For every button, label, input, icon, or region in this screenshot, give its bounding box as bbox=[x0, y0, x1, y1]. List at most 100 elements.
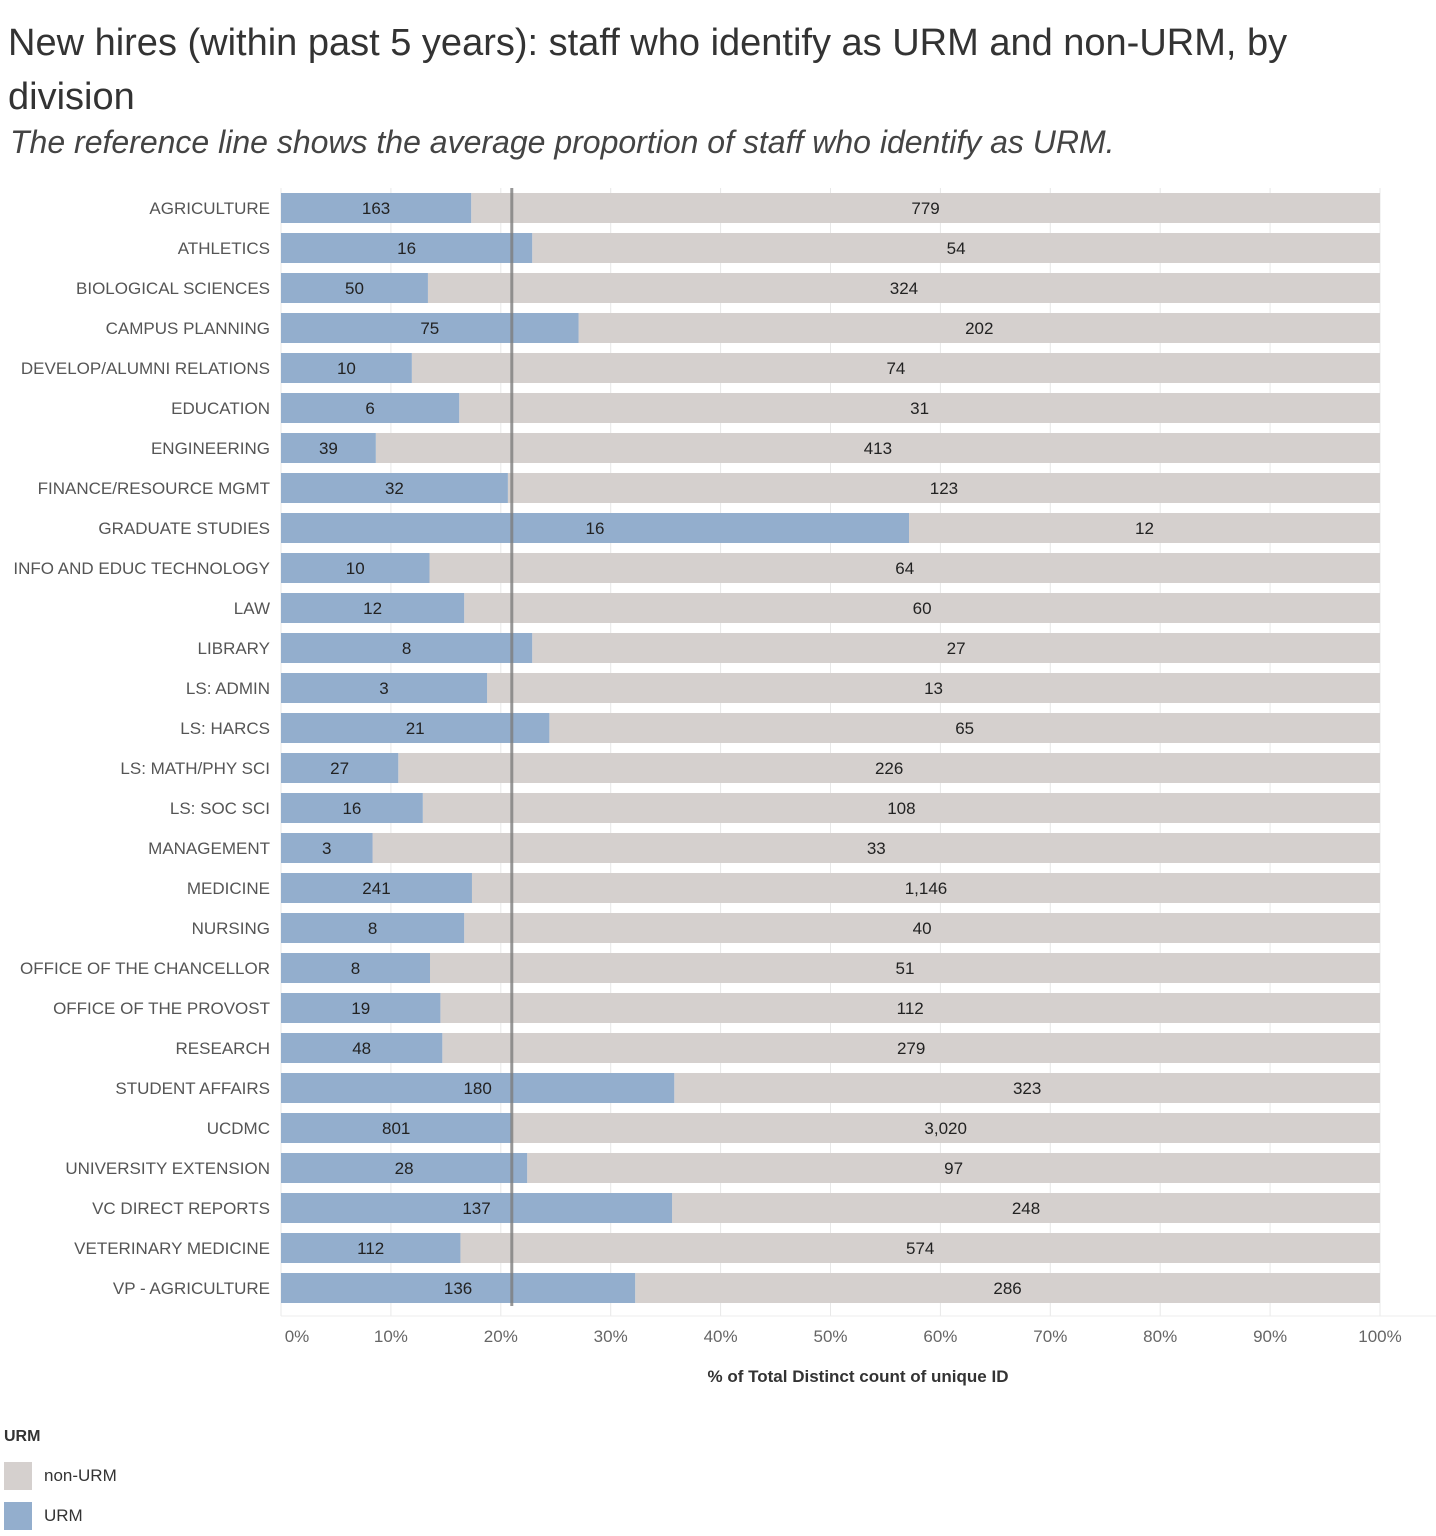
bar-non-urm-ls-soc-sci[interactable] bbox=[422, 793, 1380, 823]
data-label-urm-agriculture: 163 bbox=[362, 199, 390, 218]
x-tick-label: 20% bbox=[484, 1327, 518, 1346]
data-label-urm-library: 8 bbox=[402, 639, 411, 658]
bar-non-urm-veterinary-medicine[interactable] bbox=[460, 1233, 1380, 1263]
data-label-urm-vp-agriculture: 136 bbox=[444, 1279, 472, 1298]
data-label-non-urm-nursing: 40 bbox=[913, 919, 932, 938]
bar-non-urm-finance-resource-mgmt[interactable] bbox=[507, 473, 1380, 503]
bar-non-urm-ls-math-phy-sci[interactable] bbox=[398, 753, 1381, 783]
data-label-non-urm-finance-resource-mgmt: 123 bbox=[930, 479, 958, 498]
bar-non-urm-biological-sciences[interactable] bbox=[427, 273, 1380, 303]
legend-swatch-urm bbox=[4, 1502, 32, 1530]
bar-urm-agriculture[interactable] bbox=[281, 193, 472, 223]
category-label-nursing: NURSING bbox=[192, 919, 270, 938]
bar-non-urm-agriculture[interactable] bbox=[471, 193, 1381, 223]
category-label-university-extension: UNIVERSITY EXTENSION bbox=[65, 1159, 270, 1178]
bar-urm-student-affairs[interactable] bbox=[281, 1073, 675, 1103]
bar-non-urm-management[interactable] bbox=[372, 833, 1380, 863]
category-label-management: MANAGEMENT bbox=[148, 839, 270, 858]
data-label-urm-ls-harcs: 21 bbox=[406, 719, 425, 738]
bar-urm-vp-agriculture[interactable] bbox=[281, 1273, 636, 1303]
bar-non-urm-ls-admin[interactable] bbox=[487, 673, 1380, 703]
bar-urm-ucdmc[interactable] bbox=[281, 1113, 512, 1143]
legend-item-non-urm[interactable]: non-URM bbox=[4, 1456, 117, 1496]
bar-urm-ls-soc-sci[interactable] bbox=[281, 793, 423, 823]
bar-non-urm-library[interactable] bbox=[532, 633, 1380, 663]
data-label-urm-biological-sciences: 50 bbox=[345, 279, 364, 298]
bar-non-urm-student-affairs[interactable] bbox=[674, 1073, 1380, 1103]
data-label-non-urm-agriculture: 779 bbox=[911, 199, 939, 218]
bar-urm-ls-math-phy-sci[interactable] bbox=[281, 753, 399, 783]
data-label-urm-develop-alumni-relations: 10 bbox=[337, 359, 356, 378]
bar-urm-office-of-the-provost[interactable] bbox=[281, 993, 441, 1023]
bar-urm-veterinary-medicine[interactable] bbox=[281, 1233, 461, 1263]
bar-urm-info-and-educ-technology[interactable] bbox=[281, 553, 430, 583]
bar-urm-education[interactable] bbox=[281, 393, 460, 423]
bar-urm-engineering[interactable] bbox=[281, 433, 376, 463]
category-label-student-affairs: STUDENT AFFAIRS bbox=[115, 1079, 270, 1098]
bar-urm-athletics[interactable] bbox=[281, 233, 533, 263]
category-label-medicine: MEDICINE bbox=[187, 879, 270, 898]
bar-non-urm-campus-planning[interactable] bbox=[578, 313, 1380, 343]
category-label-office-of-the-chancellor: OFFICE OF THE CHANCELLOR bbox=[20, 959, 270, 978]
x-tick-label: 10% bbox=[374, 1327, 408, 1346]
data-label-urm-law: 12 bbox=[363, 599, 382, 618]
bar-urm-university-extension[interactable] bbox=[281, 1153, 528, 1183]
x-tick-label: 90% bbox=[1253, 1327, 1287, 1346]
bar-non-urm-athletics[interactable] bbox=[532, 233, 1380, 263]
bar-non-urm-office-of-the-provost[interactable] bbox=[440, 993, 1380, 1023]
bar-non-urm-vc-direct-reports[interactable] bbox=[672, 1193, 1380, 1223]
category-label-ls-math-phy-sci: LS: MATH/PHY SCI bbox=[120, 759, 270, 778]
data-label-non-urm-student-affairs: 323 bbox=[1013, 1079, 1041, 1098]
category-label-info-and-educ-technology: INFO AND EDUC TECHNOLOGY bbox=[13, 559, 270, 578]
bar-non-urm-research[interactable] bbox=[442, 1033, 1380, 1063]
data-label-urm-finance-resource-mgmt: 32 bbox=[385, 479, 404, 498]
bar-urm-office-of-the-chancellor[interactable] bbox=[281, 953, 431, 983]
bar-non-urm-info-and-educ-technology[interactable] bbox=[429, 553, 1380, 583]
bar-non-urm-engineering[interactable] bbox=[375, 433, 1381, 463]
bar-non-urm-ls-harcs[interactable] bbox=[549, 713, 1380, 743]
bar-urm-vc-direct-reports[interactable] bbox=[281, 1193, 673, 1223]
bar-urm-nursing[interactable] bbox=[281, 913, 465, 943]
bar-urm-campus-planning[interactable] bbox=[281, 313, 579, 343]
data-label-urm-info-and-educ-technology: 10 bbox=[346, 559, 365, 578]
data-label-non-urm-education: 31 bbox=[910, 399, 929, 418]
data-label-non-urm-biological-sciences: 324 bbox=[890, 279, 918, 298]
data-label-urm-nursing: 8 bbox=[368, 919, 377, 938]
data-label-urm-office-of-the-provost: 19 bbox=[351, 999, 370, 1018]
bar-non-urm-develop-alumni-relations[interactable] bbox=[411, 353, 1380, 383]
bar-non-urm-office-of-the-chancellor[interactable] bbox=[430, 953, 1380, 983]
data-label-urm-research: 48 bbox=[352, 1039, 371, 1058]
bar-urm-ls-admin[interactable] bbox=[281, 673, 488, 703]
x-tick-label: 60% bbox=[923, 1327, 957, 1346]
bar-urm-law[interactable] bbox=[281, 593, 465, 623]
data-label-urm-veterinary-medicine: 112 bbox=[357, 1239, 384, 1258]
data-label-urm-ls-soc-sci: 16 bbox=[342, 799, 361, 818]
bar-non-urm-university-extension[interactable] bbox=[527, 1153, 1380, 1183]
data-label-urm-campus-planning: 75 bbox=[420, 319, 439, 338]
bar-urm-graduate-studies[interactable] bbox=[281, 513, 909, 543]
x-tick-label: 30% bbox=[594, 1327, 628, 1346]
data-label-non-urm-develop-alumni-relations: 74 bbox=[886, 359, 905, 378]
bar-non-urm-ucdmc[interactable] bbox=[511, 1113, 1380, 1143]
bar-non-urm-vp-agriculture[interactable] bbox=[635, 1273, 1380, 1303]
bar-non-urm-graduate-studies[interactable] bbox=[909, 513, 1380, 543]
data-label-non-urm-athletics: 54 bbox=[947, 239, 966, 258]
bar-urm-finance-resource-mgmt[interactable] bbox=[281, 473, 508, 503]
data-label-non-urm-ls-soc-sci: 108 bbox=[887, 799, 915, 818]
bar-urm-management[interactable] bbox=[281, 833, 373, 863]
data-label-non-urm-office-of-the-chancellor: 51 bbox=[896, 959, 915, 978]
category-label-ls-soc-sci: LS: SOC SCI bbox=[170, 799, 270, 818]
data-label-non-urm-law: 60 bbox=[913, 599, 932, 618]
bar-non-urm-medicine[interactable] bbox=[471, 873, 1380, 903]
bar-non-urm-education[interactable] bbox=[459, 393, 1381, 423]
bar-urm-medicine[interactable] bbox=[281, 873, 472, 903]
bar-urm-biological-sciences[interactable] bbox=[281, 273, 428, 303]
bar-non-urm-nursing[interactable] bbox=[464, 913, 1381, 943]
x-tick-label: 80% bbox=[1143, 1327, 1177, 1346]
bar-urm-ls-harcs[interactable] bbox=[281, 713, 550, 743]
bar-urm-develop-alumni-relations[interactable] bbox=[281, 353, 412, 383]
bar-urm-library[interactable] bbox=[281, 633, 533, 663]
bar-urm-research[interactable] bbox=[281, 1033, 443, 1063]
legend-item-urm[interactable]: URM bbox=[4, 1496, 117, 1536]
bar-non-urm-law[interactable] bbox=[464, 593, 1381, 623]
